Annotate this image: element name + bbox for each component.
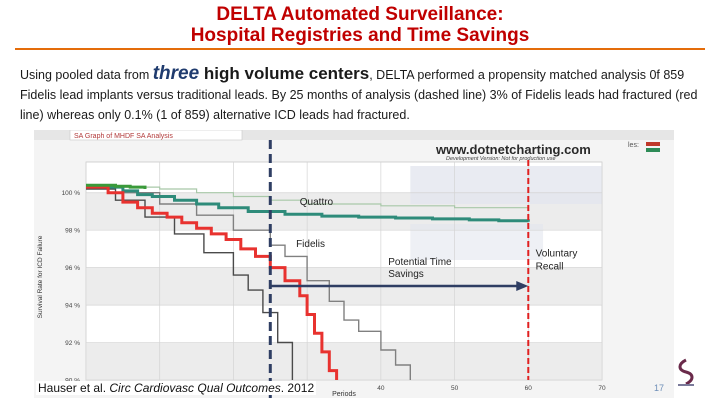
annotation-quattro: Quattro [300,197,334,208]
intro-part2: , DELTA performed a propensity matched a… [20,68,698,122]
intro-part1: Using pooled data from [20,68,153,82]
chart-watermark: www.dotnetcharting.com [435,142,591,157]
time-savings-arrow-head [516,281,529,291]
plot-area [85,161,603,381]
x-axis-label: Periods [332,391,356,398]
plot-band [86,342,602,380]
x-tick-label: 70 [598,385,606,392]
plot-shaded-box [410,224,544,260]
chart-legend-text: les: [628,142,639,149]
annotation-recall-line2: Recall [536,262,564,273]
annotation-recall-line1: Voluntary [536,248,578,259]
intro-emphasis-three: three [152,63,200,84]
series-line-fidelis-lower-bound [86,188,294,380]
citation: Hauser et al. Circ Cardiovasc Qual Outco… [36,381,317,395]
title-divider [15,48,705,50]
citation-authors: Hauser et al. [38,381,110,395]
page-number: 17 [654,383,665,393]
chart-panel-header [34,130,674,140]
plot-shaded-box [410,166,602,204]
survival-chart: SA Graph of MHDF SA Analysis www.dotnetc… [34,129,674,398]
chart-panel-tab [69,129,243,141]
slide-title-line1: DELTA Automated Surveillance: [216,4,504,25]
chart-panel-title: SA Graph of MHDF SA Analysis [74,133,173,140]
annotation-time-savings-line1: Potential Time [388,257,452,268]
series-line-fidelis-upper-bound [86,186,411,380]
x-tick-label: 40 [377,385,385,392]
annotation-time-savings-line2: Savings [388,269,424,280]
legend-swatch-red [646,142,660,146]
y-tick-label: 98 % [65,228,80,235]
institution-logo-icon [678,358,694,386]
chart-watermark-sub: Development Version: Not for production … [446,156,556,162]
citation-journal: Circ Cardiovasc Qual Outcomes [109,381,281,395]
markers-layer [268,140,530,398]
intro-emphasis-centers: high volume centers [199,64,370,83]
series-line-quattro [86,185,530,223]
y-tick-label: 92 % [65,340,80,347]
slide-title-line2: Hospital Registries and Time Savings [190,25,530,46]
y-tick-label: 94 % [65,303,80,310]
x-tick-label: 60 [525,385,533,392]
series-line-fidelis [86,185,339,380]
citation-year: . 2012 [280,381,315,395]
survival-chart-svg: SA Graph of MHDF SA Analysis www.dotnetc… [34,129,674,398]
legend-swatch-green [646,148,660,152]
x-tick-label: 50 [451,385,459,392]
y-tick-label: 96 % [65,265,80,272]
intro-paragraph: Using pooled data from three high volume… [20,64,710,125]
y-tick-label: 100 % [62,190,81,197]
y-axis-label: Survival Rate for ICD Failure [37,235,44,318]
series-line-early-green-band [86,183,147,189]
slide-title: DELTA Automated Surveillance: Hospital R… [0,4,720,46]
annotation-fidelis: Fidelis [296,239,325,250]
